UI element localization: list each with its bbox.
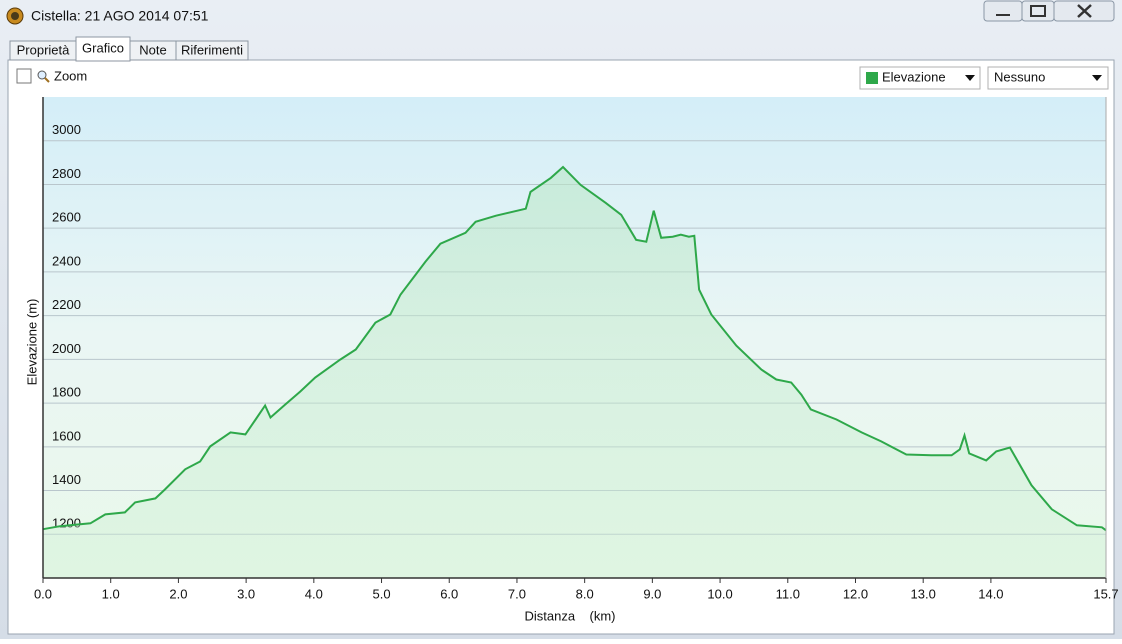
y-tick-label: 2600 xyxy=(52,210,81,225)
tab-bar: Proprietà Grafico Note Riferimenti xyxy=(9,36,249,62)
dropdown-arrow xyxy=(1092,75,1102,81)
zoom-checkbox[interactable] xyxy=(16,68,32,84)
x-tick-label: 14.0 xyxy=(978,586,1003,601)
x-tick-label: 4.0 xyxy=(305,586,323,601)
x-tick-label: 0.0 xyxy=(34,586,52,601)
legend-swatch xyxy=(866,72,878,84)
line xyxy=(42,165,1107,532)
zoom-icon xyxy=(37,70,47,80)
x-tick-label: 6.0 xyxy=(440,586,458,601)
x-tick-label: 5.0 xyxy=(372,586,390,601)
app-icon-core xyxy=(11,12,19,20)
x-tick-label: 9.0 xyxy=(643,586,661,601)
x-tick-label: 7.0 xyxy=(508,586,526,601)
x-tick-label: 10.0 xyxy=(707,586,732,601)
y-axis-label: Elevazione (m) xyxy=(24,299,39,386)
y-tick-label: 2200 xyxy=(52,297,81,312)
minimize-button[interactable] xyxy=(983,0,1023,22)
y-tick-label: 3000 xyxy=(52,122,81,137)
y-tick-label: 2400 xyxy=(52,253,81,268)
maximize-button[interactable] xyxy=(1021,0,1055,22)
dropdown-arrow xyxy=(965,75,975,81)
tab[interactable] xyxy=(75,36,131,62)
x-axis-label: Distanza (km) xyxy=(524,608,615,623)
y-tick-label: 2000 xyxy=(52,341,81,356)
zoom-label: Zoom xyxy=(54,68,87,83)
tab-label: Grafico xyxy=(82,40,124,55)
x-tick-label: 3.0 xyxy=(237,586,255,601)
y-tick-label: 1800 xyxy=(52,385,81,400)
second-select-label: Nessuno xyxy=(994,69,1045,84)
y-tick-label: 1600 xyxy=(52,428,81,443)
tab[interactable] xyxy=(175,40,249,61)
x-tick-label: 12.0 xyxy=(843,586,868,601)
tab-label: Riferimenti xyxy=(181,42,243,57)
zoom-icon-handle xyxy=(44,77,50,83)
y-tick-label: 1400 xyxy=(52,472,81,487)
maximize-icon xyxy=(1030,5,1046,17)
x-tick-label: 8.0 xyxy=(576,586,594,601)
x-tick-label: 1.0 xyxy=(102,586,120,601)
x-tick-label: 11.0 xyxy=(776,586,800,601)
x-tick-label: 2.0 xyxy=(169,586,187,601)
x-tick-label: 13.0 xyxy=(911,586,936,601)
area xyxy=(43,167,1106,578)
window-title: Cistella: 21 AGO 2014 07:51 xyxy=(31,8,209,24)
tab-label: Proprietà xyxy=(17,42,71,57)
y-tick-label: 2800 xyxy=(52,166,81,181)
legend-label: Elevazione xyxy=(882,69,946,84)
x-tick-label: 15.7 xyxy=(1093,586,1118,601)
second-select[interactable] xyxy=(987,66,1109,90)
series-select[interactable] xyxy=(859,66,981,90)
tab-label: Note xyxy=(139,42,166,57)
close-icon xyxy=(1077,4,1092,18)
